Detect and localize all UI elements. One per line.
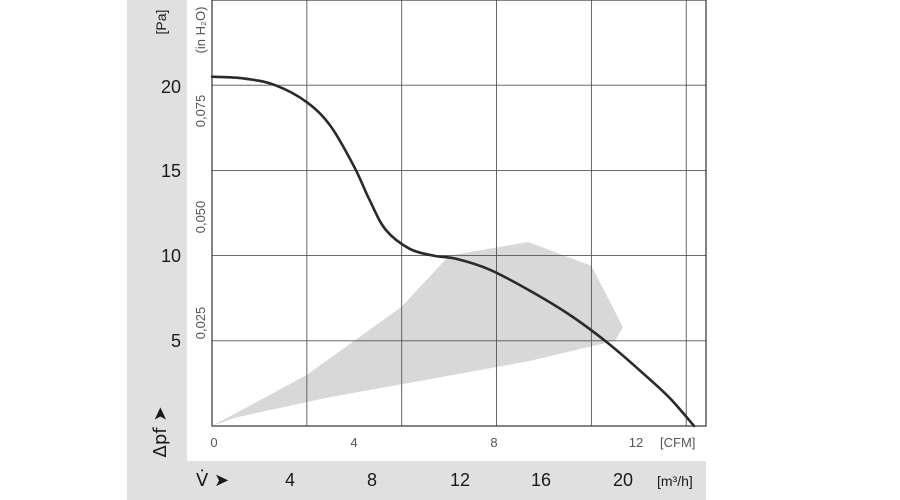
x-axis-unit-m3h: [m³/h] [657, 473, 693, 489]
x-tick-m3h: 20 [613, 470, 633, 490]
series-line-0 [210, 75, 696, 428]
x-tick-m3h: 8 [367, 470, 377, 490]
bottom-axis-band [127, 461, 706, 500]
x-tick-m3h: 16 [531, 470, 551, 490]
y-tick-h2o: 0,050 [193, 201, 208, 234]
x-axis-unit-cfm: [CFM] [660, 435, 695, 450]
operating-region-layer [212, 242, 623, 426]
x-axis-m3h-ticks: 4 8 12 16 20 [285, 470, 633, 490]
y-tick-pa: 10 [161, 246, 181, 266]
operating-region [212, 242, 623, 426]
x-tick-cfm: 4 [350, 435, 357, 450]
left-axis-band [127, 0, 187, 500]
y-axis-symbol: Δpf ➤ [150, 407, 171, 458]
grid-layer [212, 0, 706, 426]
x-tick-cfm: 8 [490, 435, 497, 450]
y-tick-h2o: 0,025 [193, 307, 208, 340]
x-tick-cfm: 12 [629, 435, 643, 450]
y-axis-h2o-ticks: 0,025 0,050 0,075 [193, 95, 208, 340]
y-axis-unit-pa: [Pa] [153, 10, 169, 35]
x-axis-symbol: V̇ ➤ [196, 470, 229, 491]
x-tick-cfm: 0 [210, 435, 217, 450]
x-tick-m3h: 12 [450, 470, 470, 490]
y-tick-pa: 15 [161, 161, 181, 181]
y-tick-pa: 20 [161, 77, 181, 97]
y-axis-unit-h2o: (in H₂O) [193, 7, 208, 54]
plot-border [211, 0, 707, 427]
y-tick-pa: 5 [171, 331, 181, 351]
y-axis-pa-ticks: 5 10 15 20 [161, 77, 181, 351]
x-tick-m3h: 4 [285, 470, 295, 490]
x-axis-cfm-ticks: 0 4 8 12 [210, 435, 643, 450]
y-tick-h2o: 0,075 [193, 95, 208, 128]
series-layer [210, 75, 696, 428]
